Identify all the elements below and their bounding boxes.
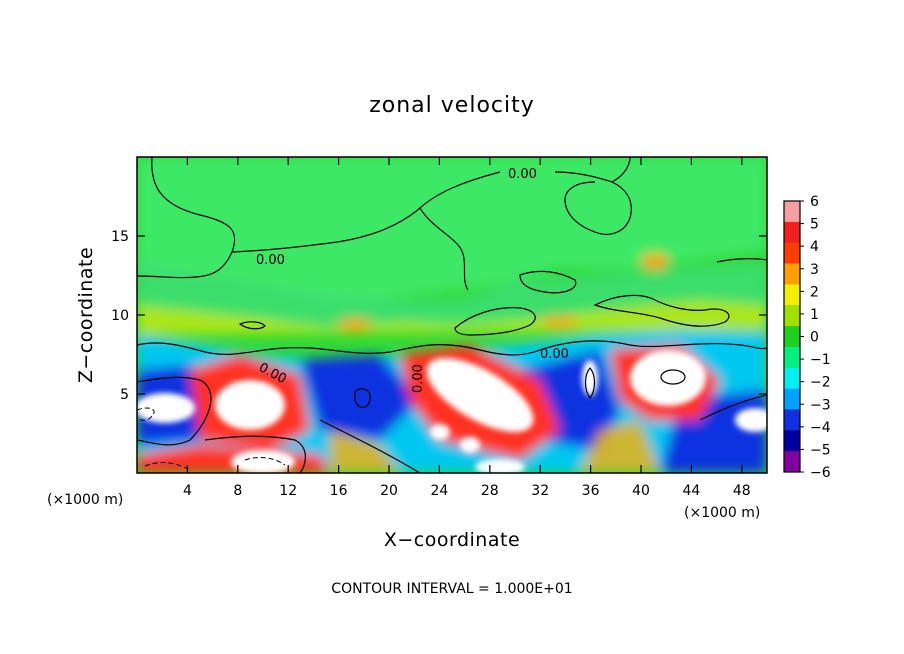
- x-tick-label: 48: [733, 483, 751, 499]
- colorbar-swatch: [784, 430, 800, 452]
- colorbar-tick-label: 6: [810, 194, 819, 210]
- colorbar-tick-label: −4: [810, 420, 831, 436]
- colorbar-tick-label: −2: [810, 375, 831, 391]
- x-tick-label: 24: [430, 483, 448, 499]
- min-core: [475, 459, 525, 473]
- colorbar-swatch: [784, 201, 800, 223]
- contour-line: [319, 419, 421, 473]
- contour-line: [699, 394, 767, 421]
- colorbar-tick-label: 5: [810, 217, 819, 233]
- x-tick-label: 16: [330, 483, 348, 499]
- colorbar-swatch: [784, 388, 800, 410]
- x-tick-label: 32: [531, 483, 549, 499]
- colorbar-swatch: [784, 409, 800, 431]
- contour-line: [137, 157, 236, 279]
- colorbar-swatch: [784, 284, 800, 306]
- contour-label: 0.00: [411, 364, 426, 393]
- deep-cold-band: [137, 350, 767, 473]
- min-core: [137, 393, 195, 423]
- contour-label: 0.00: [508, 167, 537, 182]
- colorbar: 6 5 4 3 2 1 0 −1 −2 −3 −4 −5 −6: [783, 194, 831, 481]
- max-core: [426, 358, 534, 432]
- contour-line: [137, 340, 767, 356]
- x-tick-label: 8: [233, 483, 242, 499]
- contour-label: 0.00: [256, 253, 285, 268]
- contour-line: [419, 207, 469, 291]
- plot-area: 0.00 0.00 0.00 0.00 0.00: [137, 157, 767, 473]
- colorbar-tick-label: 0: [810, 330, 819, 346]
- colorbar-tick-label: 1: [810, 307, 819, 323]
- min-core: [460, 437, 480, 453]
- warm-lower-band: [137, 345, 720, 473]
- negative-contour-line: [144, 462, 191, 471]
- colorbar-tick-label: 2: [810, 284, 819, 300]
- colorbar-swatch: [784, 346, 800, 369]
- colorbar-tick-label: −1: [810, 352, 831, 368]
- min-core: [735, 408, 767, 432]
- x-tick-label: 44: [682, 483, 700, 499]
- chart-title: zonal velocity: [369, 93, 535, 118]
- colorbar-swatch: [784, 367, 800, 390]
- contour-line: [231, 171, 501, 253]
- colorbar-swatch: [784, 221, 800, 244]
- colorbar-tick-label: −6: [810, 465, 831, 481]
- min-core: [231, 450, 295, 473]
- contour-line: [454, 307, 536, 336]
- upper-field-region: [137, 157, 767, 300]
- y-axis-label: Z−coordinate: [75, 247, 97, 383]
- contour-line: [554, 171, 632, 235]
- contour-line: [137, 376, 212, 446]
- colorbar-tick-label: 3: [810, 262, 819, 278]
- x-axis: 4 8 12 16 20 24 28 32 36 40 44 48: [183, 157, 751, 499]
- min-core: [582, 360, 598, 396]
- contour-line: [660, 369, 686, 385]
- colorbar-swatch: [784, 305, 800, 327]
- contour-line: [204, 435, 306, 473]
- warm-blob: [337, 319, 373, 331]
- colorbar-swatch: [784, 451, 800, 473]
- contour-line: [238, 321, 266, 330]
- colorbar-swatch: [784, 242, 800, 265]
- max-core: [630, 350, 706, 406]
- contour-line: [716, 258, 767, 263]
- min-core: [430, 424, 450, 440]
- colorbar-swatch: [784, 326, 800, 348]
- y-tick-label: 10: [111, 308, 129, 324]
- negative-contour-line: [244, 457, 286, 466]
- x-unit-label-left: (×1000 m): [47, 492, 123, 508]
- contour-line: [593, 294, 730, 327]
- x-tick-label: 4: [183, 483, 192, 499]
- x-tick-label: 12: [279, 483, 297, 499]
- warm-blob: [641, 254, 669, 270]
- contour-line: [584, 367, 596, 400]
- x-axis-label: X−coordinate: [384, 529, 520, 551]
- colorbar-tick-label: 4: [810, 239, 819, 255]
- interface-band: [137, 300, 767, 335]
- contour-line: [611, 157, 631, 183]
- x-tick-label: 36: [582, 483, 600, 499]
- x-unit-label-right: (×1000 m): [684, 505, 760, 521]
- x-tick-label: 40: [632, 483, 650, 499]
- colorbar-tick-label: −3: [810, 397, 831, 413]
- colorbar-tick-label: −5: [810, 442, 831, 458]
- x-tick-label: 20: [380, 483, 398, 499]
- max-core: [215, 380, 285, 430]
- contour-line: [354, 388, 371, 409]
- contour-line: [519, 270, 577, 294]
- y-tick-label: 5: [120, 387, 129, 403]
- y-axis: 5 10 15: [111, 229, 767, 403]
- contour-label: 0.00: [540, 347, 569, 362]
- contour-interval-note: CONTOUR INTERVAL = 1.000E+01: [331, 581, 572, 597]
- colorbar-swatch: [784, 263, 800, 285]
- negative-contour-line: [137, 407, 155, 421]
- x-tick-label: 28: [481, 483, 499, 499]
- warm-blob: [540, 317, 580, 327]
- y-tick-label: 15: [111, 229, 129, 245]
- warm-lower-band: [330, 420, 660, 473]
